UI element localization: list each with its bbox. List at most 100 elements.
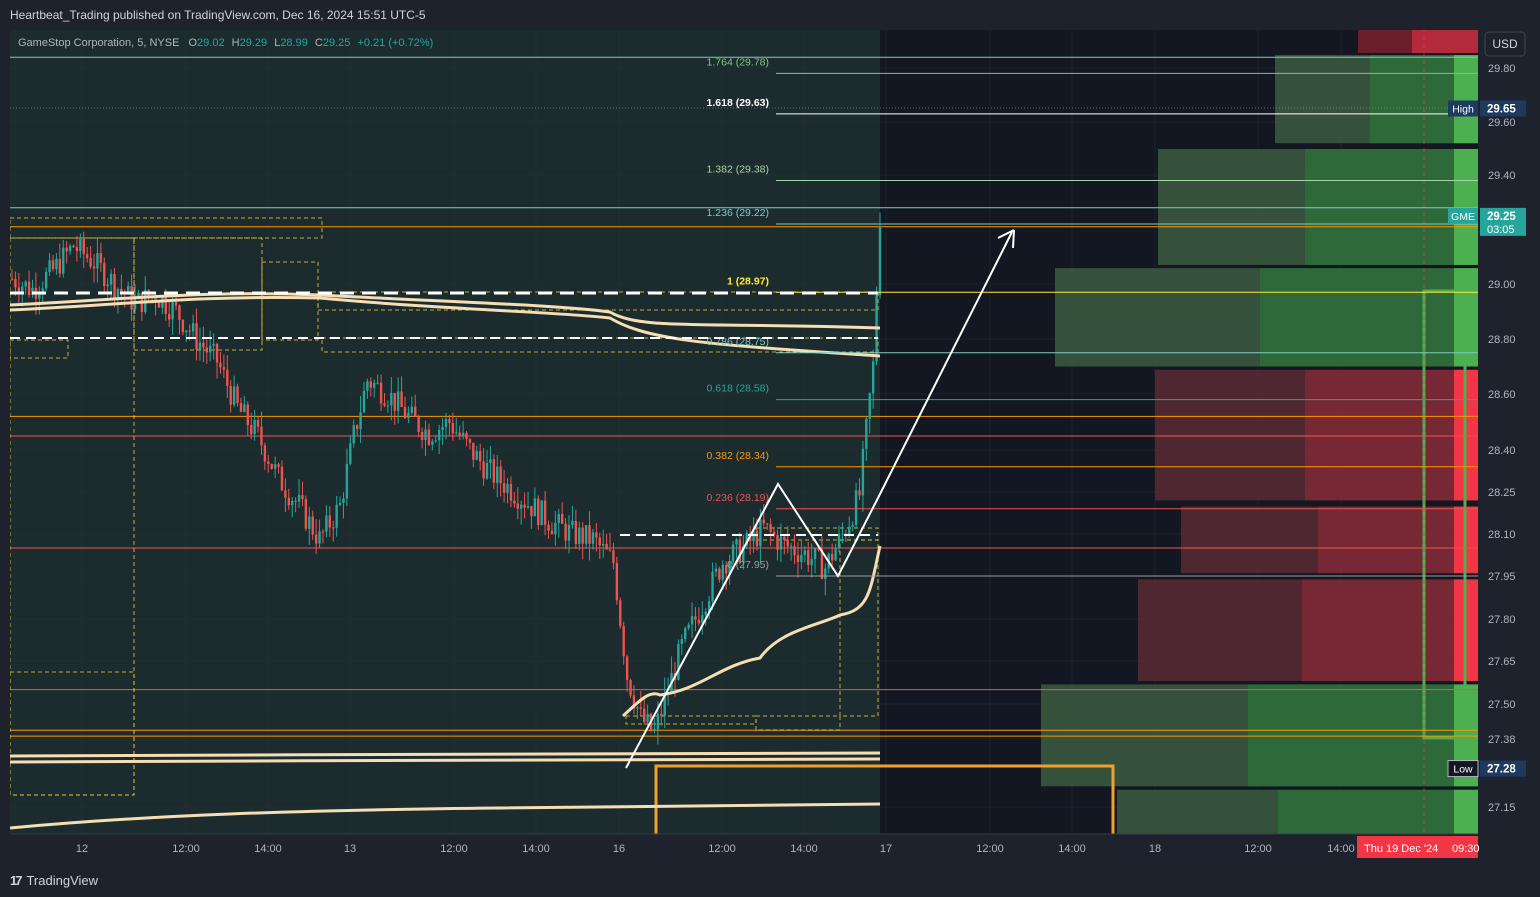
badge-value-bg: [1480, 207, 1526, 236]
candle-body: [752, 530, 755, 542]
candle-body: [714, 568, 718, 572]
candle-body: [369, 381, 373, 388]
candle-body: [297, 495, 301, 502]
candle-body: [591, 532, 595, 544]
candle-body: [263, 445, 267, 462]
candle-body: [557, 513, 560, 523]
candle-body: [755, 530, 759, 547]
session-range-box: [10, 217, 323, 239]
fib-label: 1.764 (29.78): [707, 56, 769, 68]
candle-body: [834, 548, 837, 561]
candle-body: [62, 247, 65, 274]
candle-body: [417, 416, 420, 432]
candle-body: [482, 461, 485, 479]
candle-body: [253, 419, 256, 435]
candle-body: [858, 490, 861, 496]
fib-label: 0.236 (28.19): [707, 492, 769, 504]
candle-body: [38, 293, 41, 299]
candle-body: [373, 382, 376, 388]
candle-body: [239, 403, 243, 412]
tradingview-logo-text: TradingView: [26, 872, 99, 888]
candle-body: [687, 624, 690, 629]
wave-pattern: [625, 482, 879, 769]
candle-body: [878, 226, 882, 296]
candle-body: [584, 525, 588, 544]
x-tick-label: 14:00: [1058, 843, 1086, 855]
candle-body: [519, 504, 523, 509]
candle-body: [284, 490, 287, 498]
candle-body: [96, 253, 99, 269]
y-tick-label: 27.80: [1488, 614, 1516, 626]
candle-body: [355, 425, 359, 430]
candle-body: [598, 537, 601, 546]
projection-arrow-line: [877, 231, 1013, 499]
candle-body: [287, 497, 291, 506]
candle-body: [349, 443, 352, 464]
x-tick-label: 14:00: [254, 843, 282, 855]
candle-body: [311, 516, 314, 535]
candle-body: [516, 503, 519, 509]
candle-body: [458, 432, 461, 437]
currency-label: USD: [1492, 37, 1518, 51]
vwap-band: [621, 545, 882, 718]
candle-body: [694, 616, 697, 620]
candle-body: [205, 347, 208, 353]
candle-body: [492, 459, 496, 483]
candle-body: [789, 546, 793, 548]
candle-body: [605, 543, 608, 550]
x-tick-label: 16: [613, 843, 625, 855]
candle-body: [414, 406, 417, 417]
candle-body: [526, 506, 530, 508]
candle-body: [595, 532, 598, 538]
candle-body: [701, 615, 704, 624]
candle-body: [256, 419, 260, 427]
candle-body: [625, 656, 629, 680]
y-tick-label: 29.00: [1488, 279, 1516, 291]
candle-body: [243, 404, 246, 412]
candle-body: [407, 412, 410, 418]
time-axis[interactable]: [0, 834, 1540, 862]
candle-body: [502, 483, 506, 493]
candle-body: [437, 430, 441, 441]
y-tick-label: 27.15: [1488, 802, 1516, 814]
candle-body: [212, 343, 215, 346]
candle-body: [766, 523, 769, 525]
candle-body: [513, 500, 516, 504]
candle-body: [171, 302, 174, 320]
drawings: [10, 229, 1015, 769]
candle-body: [540, 500, 543, 526]
tradingview-logo[interactable]: 17 TradingView: [10, 870, 98, 890]
x-tick-label: 12: [76, 843, 88, 855]
candle-body: [335, 504, 338, 528]
y-tick-label: 27.65: [1488, 656, 1516, 668]
candle-body: [489, 459, 492, 464]
badge-label-bg: [1447, 760, 1479, 778]
date-badge-time: 09:30: [1452, 843, 1480, 855]
candle-body: [451, 422, 455, 434]
profile-top-red-bright: [1412, 28, 1478, 53]
candle-body: [137, 292, 140, 299]
candle-body: [424, 429, 427, 441]
candle-body: [318, 531, 321, 544]
candle-body: [75, 247, 79, 251]
price-axis[interactable]: [1478, 28, 1540, 862]
profile-row-edge: [1454, 148, 1478, 265]
candle-body: [321, 531, 325, 533]
target-bracket: [654, 764, 1115, 834]
vwap-band: [10, 295, 881, 358]
candle-body: [222, 367, 226, 370]
candle-body: [448, 419, 451, 423]
candle-body: [854, 490, 858, 525]
candle-body: [848, 526, 851, 536]
candle-body: [776, 534, 779, 550]
candle-body: [410, 406, 414, 413]
fib-label: 0.382 (28.34): [707, 450, 769, 462]
candle-body: [294, 501, 297, 503]
volume-profile: [1041, 28, 1478, 834]
fib-label: 1.618 (29.63): [707, 97, 769, 109]
currency-button[interactable]: [1484, 31, 1526, 57]
candle-body: [663, 693, 666, 716]
candle-body: [120, 288, 123, 292]
